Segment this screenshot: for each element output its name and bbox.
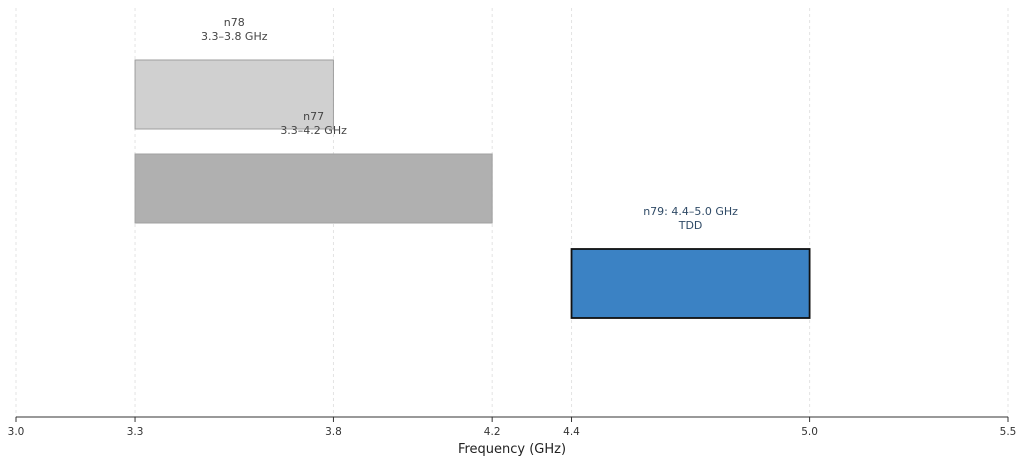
x-tick-label-1: 3.3 <box>127 426 144 438</box>
x-axis-title: Frequency (GHz) <box>458 442 566 457</box>
band-label-n78-line-0: n78 <box>224 16 245 29</box>
band-bar-n77 <box>134 153 493 224</box>
band-label-n77-line-1: 3.3–4.2 GHz <box>280 124 347 137</box>
x-tick-label-2: 3.8 <box>325 426 342 438</box>
band-label-n78-line-1: 3.3–3.8 GHz <box>201 30 268 43</box>
x-axis: 3.0 3.3 3.8 4.2 4.4 5.0 5.5 <box>8 416 1017 438</box>
band-label-n79-line-1: TDD <box>678 219 703 232</box>
band-bar-n79 <box>570 248 811 319</box>
x-tick-label-0: 3.0 <box>8 426 25 438</box>
band-label-n78: n78 3.3–3.8 GHz <box>201 16 268 43</box>
x-tick-label-3: 4.2 <box>484 426 501 438</box>
x-tick-label-5: 5.0 <box>801 426 818 438</box>
band-label-n77: n77 3.3–4.2 GHz <box>280 110 347 137</box>
band-label-n77-line-0: n77 <box>303 110 324 123</box>
band-bar-n78 <box>134 59 334 130</box>
band-label-n79: n79: 4.4–5.0 GHz TDD <box>643 205 738 232</box>
x-tick-label-4: 4.4 <box>563 426 580 438</box>
x-tick-label-6: 5.5 <box>1000 426 1017 438</box>
band-labels: n78 3.3–3.8 GHz n77 3.3–4.2 GHz n79: 4.4–5.0… <box>201 16 738 232</box>
band-label-n79-line-0: n79: 4.4–5.0 GHz <box>643 205 738 218</box>
band-bars <box>134 59 811 319</box>
